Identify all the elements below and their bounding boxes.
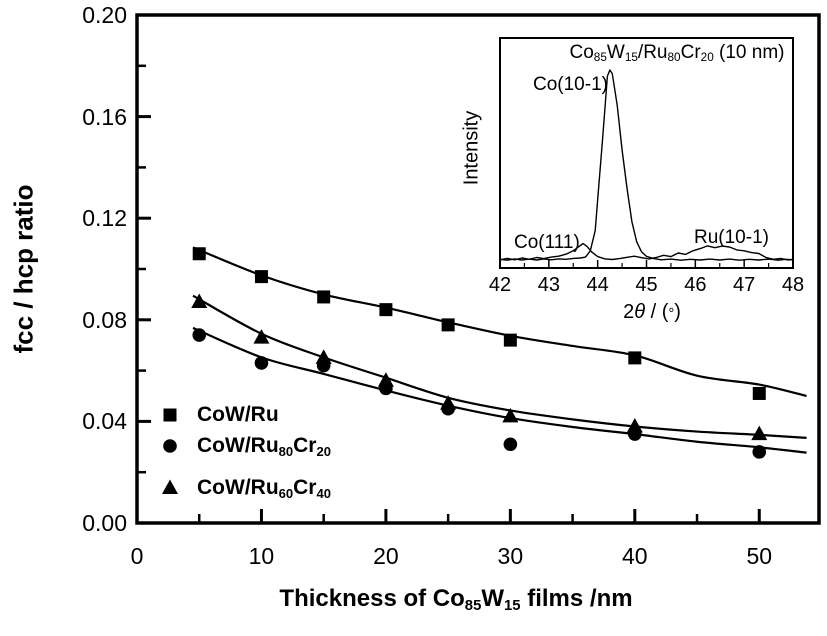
text-part: (10 nm)	[713, 42, 785, 63]
subscript-text: 20	[316, 443, 331, 459]
circle-marker	[192, 328, 207, 342]
text-part: films /nm	[520, 585, 633, 612]
triangle-marker	[377, 372, 394, 387]
square-marker	[441, 318, 455, 332]
subscript-text: 40	[316, 485, 331, 501]
subscript-text: 85	[464, 598, 482, 615]
triangle-marker	[502, 407, 519, 423]
text-part: )	[674, 301, 681, 323]
fit-curve-triangle	[192, 294, 807, 440]
subscript-text: 80	[278, 443, 294, 459]
legend-label: CoW/Ru80Cr20	[197, 434, 331, 459]
annotation-ru-10-1: Ru(10-1)	[694, 227, 769, 248]
text-part: Cr	[680, 42, 701, 63]
text-part: CoW/Ru	[197, 403, 279, 426]
subscript-text: 15	[504, 598, 521, 615]
fit-curve-circle	[192, 326, 807, 454]
text-part: θ	[634, 301, 646, 323]
legend-label: CoW/Ru	[197, 403, 279, 427]
triangle-marker	[253, 329, 270, 344]
legend-item-cow-ru: CoW/Ru	[157, 400, 279, 430]
circle-marker	[254, 356, 269, 370]
square-marker	[379, 303, 393, 317]
annotation-co-111: Co(111)	[514, 232, 580, 253]
text-part: W	[481, 585, 504, 612]
plot-border	[135, 13, 821, 525]
circle-marker	[163, 439, 177, 453]
text-part: Thickness of Co	[279, 585, 465, 612]
inset-title: Co85W15/Ru80Cr20 (10 nm)	[570, 42, 785, 64]
subscript-text: 85	[593, 51, 607, 65]
text-part: Cr	[293, 434, 317, 457]
subscript-text: 20	[700, 51, 714, 65]
legend-item-cow-ru60cr40: CoW/Ru60Cr40	[157, 473, 331, 503]
inset-trace-1	[499, 242, 794, 261]
text-part: 2	[623, 301, 635, 323]
square-marker-icon	[163, 408, 177, 422]
triangle-marker	[626, 417, 643, 433]
circle-marker	[752, 445, 767, 459]
square-marker	[503, 333, 517, 347]
x-axis-title: Thickness of Co85W15 films /nm	[279, 585, 633, 615]
inset-trace-0	[499, 69, 794, 261]
square-marker	[317, 290, 331, 304]
triangle-marker	[751, 425, 768, 441]
text-part: / (	[645, 301, 669, 323]
text-part: CoW/Ru	[197, 434, 279, 457]
inset-x-axis-title: 2θ / (°)	[623, 301, 681, 324]
subscript-text: 15	[624, 51, 638, 65]
inset-y-axis-title: Intensity	[460, 110, 483, 186]
circle-marker-icon	[163, 439, 177, 453]
circle-marker	[503, 437, 518, 452]
text-part: /Ru	[637, 42, 668, 63]
triangle-marker	[315, 349, 332, 364]
triangle-marker	[440, 395, 457, 410]
text-part: Cr	[293, 476, 317, 499]
square-marker	[163, 408, 177, 422]
triangle-marker	[191, 293, 208, 309]
triangle-marker	[162, 479, 178, 494]
square-marker	[752, 386, 766, 400]
y-axis-title: fcc / hcp ratio	[8, 184, 39, 354]
square-marker	[628, 351, 642, 365]
subscript-text: 60	[278, 485, 294, 501]
text-part: W	[606, 42, 625, 63]
subscript-text: 80	[667, 51, 681, 65]
text-part: CoW/Ru	[197, 476, 279, 499]
square-marker	[192, 247, 206, 261]
annotation-co-10-1: Co(10-1)	[533, 74, 608, 95]
legend-label: CoW/Ru60Cr40	[197, 476, 331, 501]
inset-border	[499, 37, 794, 269]
triangle-marker-icon	[162, 479, 178, 494]
square-marker	[254, 270, 268, 284]
text-part: Co	[569, 42, 594, 63]
fit-curve-square	[192, 246, 807, 398]
legend-item-cow-ru80cr20: CoW/Ru80Cr20	[157, 431, 331, 461]
text-part: °	[668, 306, 675, 322]
